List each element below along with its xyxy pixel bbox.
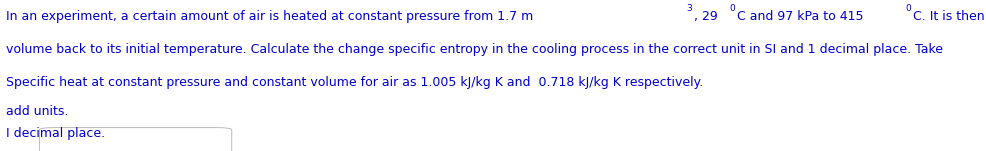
FancyBboxPatch shape — [39, 128, 232, 151]
Text: add units.: add units. — [6, 105, 68, 118]
Text: I decimal place.: I decimal place. — [6, 127, 106, 140]
Text: Specific heat at constant pressure and constant volume for air as 1.005 kJ/kg K : Specific heat at constant pressure and c… — [6, 76, 703, 89]
Text: 3: 3 — [686, 4, 692, 13]
Text: 0: 0 — [905, 4, 911, 13]
Text: 0: 0 — [730, 4, 736, 13]
Text: volume back to its initial temperature. Calculate the change specific entropy in: volume back to its initial temperature. … — [6, 43, 943, 56]
Text: , 29: , 29 — [694, 10, 722, 23]
Text: C and 97 kPa to 415: C and 97 kPa to 415 — [737, 10, 868, 23]
Text: C. It is then cooled at constant: C. It is then cooled at constant — [913, 10, 986, 23]
Text: In an experiment, a certain amount of air is heated at constant pressure from 1.: In an experiment, a certain amount of ai… — [6, 10, 533, 23]
